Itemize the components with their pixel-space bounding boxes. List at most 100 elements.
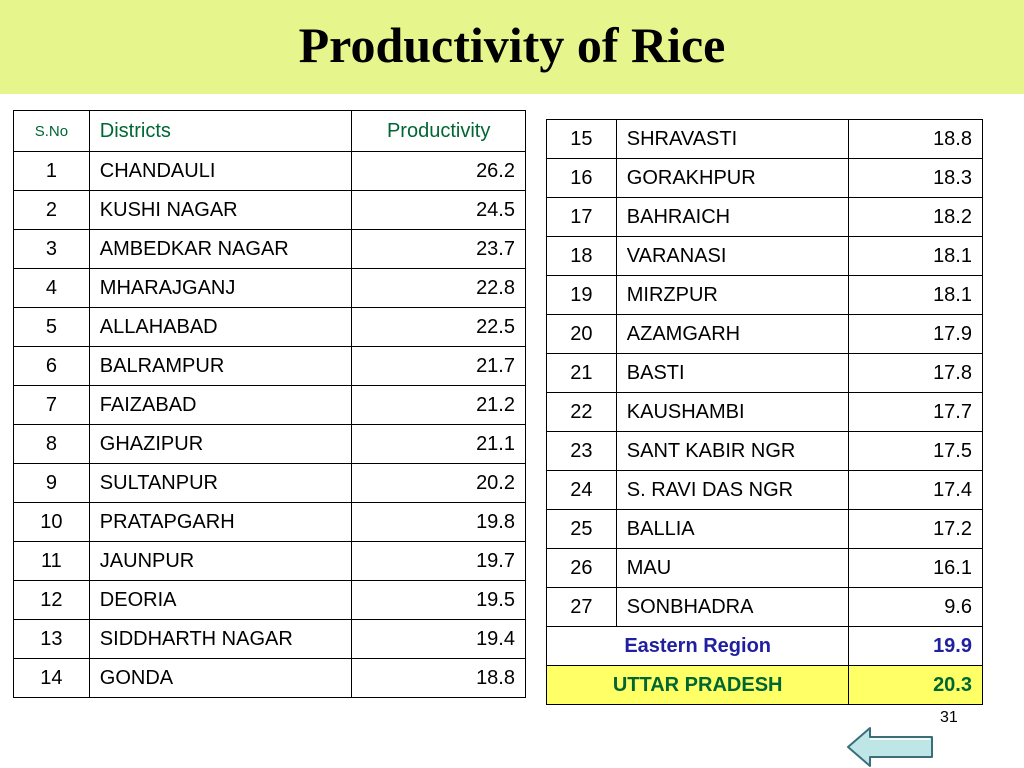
row-sno: 16 (546, 158, 617, 198)
row-district: MIRZPUR (615, 275, 850, 315)
table-row: 4 MHARAJGANJ 22.8 (13, 268, 526, 308)
table-row: 20 AZAMGARH 17.9 (546, 314, 983, 354)
row-district: MAU (615, 548, 850, 588)
table-row: 10 PRATAPGARH 19.8 (13, 502, 526, 542)
row-value: 18.1 (848, 275, 983, 315)
table-row: 5 ALLAHABAD 22.5 (13, 307, 526, 347)
table-row: 12 DEORIA 19.5 (13, 580, 526, 620)
row-sno: 6 (13, 346, 90, 386)
row-sno: 2 (13, 190, 90, 230)
row-value: 17.5 (848, 431, 983, 471)
row-sno: 27 (546, 587, 617, 627)
row-district: DEORIA (88, 580, 353, 620)
row-sno: 20 (546, 314, 617, 354)
row-sno: 1 (13, 151, 90, 191)
table-row: 22 KAUSHAMBI 17.7 (546, 392, 983, 432)
row-value: 23.7 (351, 229, 526, 269)
row-district: MHARAJGANJ (88, 268, 353, 308)
row-value: 18.1 (848, 236, 983, 276)
table-row: 1 CHANDAULI 26.2 (13, 151, 526, 191)
row-sno: 24 (546, 470, 617, 510)
table-row: 25 BALLIA 17.2 (546, 509, 983, 549)
table-row: 21 BASTI 17.8 (546, 353, 983, 393)
row-sno: 26 (546, 548, 617, 588)
table-row: 19 MIRZPUR 18.1 (546, 275, 983, 315)
row-value: 21.2 (351, 385, 526, 425)
table-row: 16 GORAKHPUR 18.3 (546, 158, 983, 198)
left-arrow-icon[interactable] (846, 726, 936, 768)
row-value: 21.7 (351, 346, 526, 386)
header-productivity: Productivity (351, 110, 526, 152)
row-value: 16.1 (848, 548, 983, 588)
row-sno: 7 (13, 385, 90, 425)
row-value: 20.2 (351, 463, 526, 503)
row-district: FAIZABAD (88, 385, 353, 425)
table-row: 14 GONDA 18.8 (13, 658, 526, 698)
row-sno: 5 (13, 307, 90, 347)
row-sno: 10 (13, 502, 90, 542)
row-sno: 4 (13, 268, 90, 308)
row-district: GHAZIPUR (88, 424, 353, 464)
table-header-row: S.No Districts Productivity (13, 110, 526, 152)
row-sno: 9 (13, 463, 90, 503)
table-row: 3 AMBEDKAR NAGAR 23.7 (13, 229, 526, 269)
header-districts: Districts (88, 110, 353, 152)
row-sno: 15 (546, 119, 617, 159)
row-value: 9.6 (848, 587, 983, 627)
row-district: SHRAVASTI (615, 119, 850, 159)
row-value: 17.8 (848, 353, 983, 393)
uttar-pradesh-label: UTTAR PRADESH (545, 665, 850, 705)
table-row: 11 JAUNPUR 19.7 (13, 541, 526, 581)
row-district: AMBEDKAR NAGAR (88, 229, 353, 269)
row-value: 17.9 (848, 314, 983, 354)
row-district: KUSHI NAGAR (88, 190, 353, 230)
row-value: 18.3 (848, 158, 983, 198)
table-row: 7 FAIZABAD 21.2 (13, 385, 526, 425)
row-sno: 19 (546, 275, 617, 315)
table-row: 8 GHAZIPUR 21.1 (13, 424, 526, 464)
row-value: 21.1 (351, 424, 526, 464)
table-row: 26 MAU 16.1 (546, 548, 983, 588)
row-value: 22.5 (351, 307, 526, 347)
row-value: 19.4 (351, 619, 526, 659)
uttar-pradesh-value: 20.3 (848, 665, 983, 705)
uttar-pradesh-row: UTTAR PRADESH 20.3 (545, 665, 983, 705)
row-value: 24.5 (351, 190, 526, 230)
row-district: BALRAMPUR (88, 346, 353, 386)
row-district: BALLIA (615, 509, 850, 549)
header-sno: S.No (13, 110, 90, 152)
productivity-table-left: S.No Districts Productivity 1 CHANDAULI 26… (13, 110, 526, 698)
row-district: BASTI (615, 353, 850, 393)
row-district: CHANDAULI (88, 151, 353, 191)
table-row: 24 S. RAVI DAS NGR 17.4 (546, 470, 983, 510)
row-district: SULTANPUR (88, 463, 353, 503)
row-district: GORAKHPUR (615, 158, 850, 198)
row-value: 22.8 (351, 268, 526, 308)
table-row: 15 SHRAVASTI 18.8 (546, 119, 983, 159)
row-sno: 21 (546, 353, 617, 393)
row-district: ALLAHABAD (88, 307, 353, 347)
row-value: 26.2 (351, 151, 526, 191)
eastern-region-label: Eastern Region (545, 626, 850, 666)
row-value: 17.4 (848, 470, 983, 510)
eastern-region-value: 19.9 (848, 626, 983, 666)
row-sno: 25 (546, 509, 617, 549)
row-sno: 11 (13, 541, 90, 581)
row-sno: 22 (546, 392, 617, 432)
table-row: 6 BALRAMPUR 21.7 (13, 346, 526, 386)
row-sno: 14 (13, 658, 90, 698)
row-sno: 13 (13, 619, 90, 659)
row-district: S. RAVI DAS NGR (615, 470, 850, 510)
row-district: KAUSHAMBI (615, 392, 850, 432)
page-title: Productivity of Rice (298, 17, 726, 73)
row-district: JAUNPUR (88, 541, 353, 581)
row-value: 18.8 (848, 119, 983, 159)
table-row: 9 SULTANPUR 20.2 (13, 463, 526, 503)
row-district: BAHRAICH (615, 197, 850, 237)
row-value: 18.2 (848, 197, 983, 237)
row-value: 19.7 (351, 541, 526, 581)
row-district: GONDA (88, 658, 353, 698)
row-district: SANT KABIR NGR (615, 431, 850, 471)
row-district: SIDDHARTH NAGAR (88, 619, 353, 659)
row-sno: 8 (13, 424, 90, 464)
